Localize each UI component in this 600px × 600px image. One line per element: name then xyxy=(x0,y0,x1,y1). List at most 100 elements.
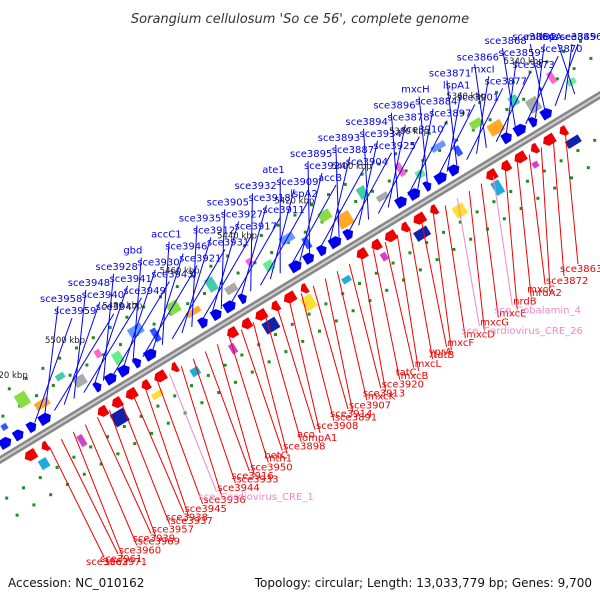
tick-dot xyxy=(475,210,479,214)
tick-dot xyxy=(442,230,446,234)
leader-line xyxy=(456,198,480,327)
tick-dot xyxy=(82,472,86,476)
tick-dot xyxy=(488,118,492,122)
leader-line xyxy=(63,301,101,405)
leader-line xyxy=(300,292,335,422)
gene-label: sce3908 xyxy=(316,421,358,432)
feature-block xyxy=(185,305,202,319)
leader-line xyxy=(276,307,316,430)
leader-line xyxy=(53,313,115,411)
leader-line xyxy=(269,188,295,280)
gene-label: sce3928 xyxy=(96,262,138,273)
tick-dot xyxy=(526,179,530,183)
leader-line xyxy=(564,132,579,265)
reverse-gene xyxy=(559,125,570,136)
kbp-tick-label: 5500 kbp xyxy=(45,336,85,346)
gene-label: sce3950 xyxy=(250,462,292,473)
reverse-gene xyxy=(300,282,310,294)
gene-label: mxcL xyxy=(415,359,442,370)
gene-label: sce3871 xyxy=(429,68,471,79)
leader-line xyxy=(250,193,253,292)
leader-line xyxy=(436,104,476,178)
gene-label: mxcG xyxy=(480,317,509,328)
gene-label: mxcH xyxy=(401,85,430,96)
tick-dot xyxy=(106,435,110,439)
leader-line xyxy=(495,72,531,142)
forward-gene xyxy=(315,245,327,257)
gene-label: sce3877 xyxy=(485,76,527,87)
tick-dot xyxy=(209,264,213,268)
tick-dot xyxy=(492,200,496,204)
leader-line xyxy=(191,225,198,327)
kbp-tick-label: 5400 kbp xyxy=(332,162,372,172)
gene-label: sce3933 xyxy=(236,474,278,485)
gene-label: sce3891 xyxy=(335,412,377,423)
gene-label: sce3864 xyxy=(512,32,554,43)
kbp-tick-label: 5380 kbp xyxy=(389,127,429,137)
tick-dot xyxy=(404,169,408,173)
kbp-tick-label: 5520 kbp xyxy=(0,371,28,381)
leader-line xyxy=(132,395,185,513)
leader-line xyxy=(83,297,142,393)
gene-label: sce3872 xyxy=(546,276,588,287)
leader-line xyxy=(122,269,156,369)
leader-line xyxy=(557,43,576,95)
tick-dot xyxy=(51,383,55,387)
leader-line xyxy=(335,144,340,238)
tick-dot xyxy=(24,377,28,381)
forward-gene xyxy=(447,164,460,177)
leader-line xyxy=(108,409,157,537)
tick-dot xyxy=(358,281,362,285)
gene-label: sce3873 xyxy=(512,60,554,71)
leader-line xyxy=(144,387,190,517)
gene-label: sce3912 xyxy=(193,225,235,236)
leader-line xyxy=(501,48,517,130)
reverse-gene xyxy=(356,246,369,260)
feature-block xyxy=(37,456,51,471)
leader-line xyxy=(84,424,138,546)
tick-dot xyxy=(570,176,574,180)
leader-line xyxy=(240,205,267,298)
reverse-gene xyxy=(255,308,269,321)
leader-line xyxy=(44,305,59,417)
feature-block xyxy=(355,185,370,201)
tick-dot xyxy=(223,363,227,367)
tick-dot xyxy=(343,182,347,186)
gene-label: sce3969 xyxy=(138,537,180,548)
leader-line xyxy=(319,168,365,250)
accession-text: Accession: NC_010162 xyxy=(8,576,144,590)
leader-line xyxy=(348,152,392,232)
gene-label: sce3931 xyxy=(207,237,249,248)
gene-label: nth1 xyxy=(269,454,292,465)
gene-label: accB xyxy=(318,173,342,184)
tick-dot xyxy=(408,251,412,255)
tick-dot xyxy=(91,336,95,340)
leader-line xyxy=(492,176,513,306)
feature-block xyxy=(110,350,125,366)
forward-gene xyxy=(500,132,512,145)
gene-label: sce3948 xyxy=(68,278,110,289)
feature-block xyxy=(224,282,239,296)
leader-line xyxy=(216,344,255,475)
leader-line xyxy=(307,160,311,256)
gene-label: sce3960 xyxy=(119,545,161,556)
tick-dot xyxy=(303,230,307,234)
gene-label: sce3863 xyxy=(560,264,600,275)
leader-line xyxy=(201,233,254,322)
tick-dot xyxy=(284,350,288,354)
leader-line xyxy=(384,241,415,368)
forward-gene xyxy=(342,228,354,241)
leader-line xyxy=(112,281,170,375)
leader-line xyxy=(528,154,546,285)
gene-label: lspA2 xyxy=(290,189,318,200)
reverse-gene xyxy=(413,211,428,225)
backbone-highlight xyxy=(0,93,600,462)
gene-label: betC xyxy=(264,450,287,461)
gene-label: sce3958 xyxy=(40,294,82,305)
leader-line xyxy=(328,156,351,244)
reverse-gene xyxy=(371,238,383,251)
tick-dot xyxy=(41,366,45,370)
tick-dot xyxy=(276,223,280,227)
leader-line xyxy=(60,438,119,555)
tick-dot xyxy=(89,445,93,449)
